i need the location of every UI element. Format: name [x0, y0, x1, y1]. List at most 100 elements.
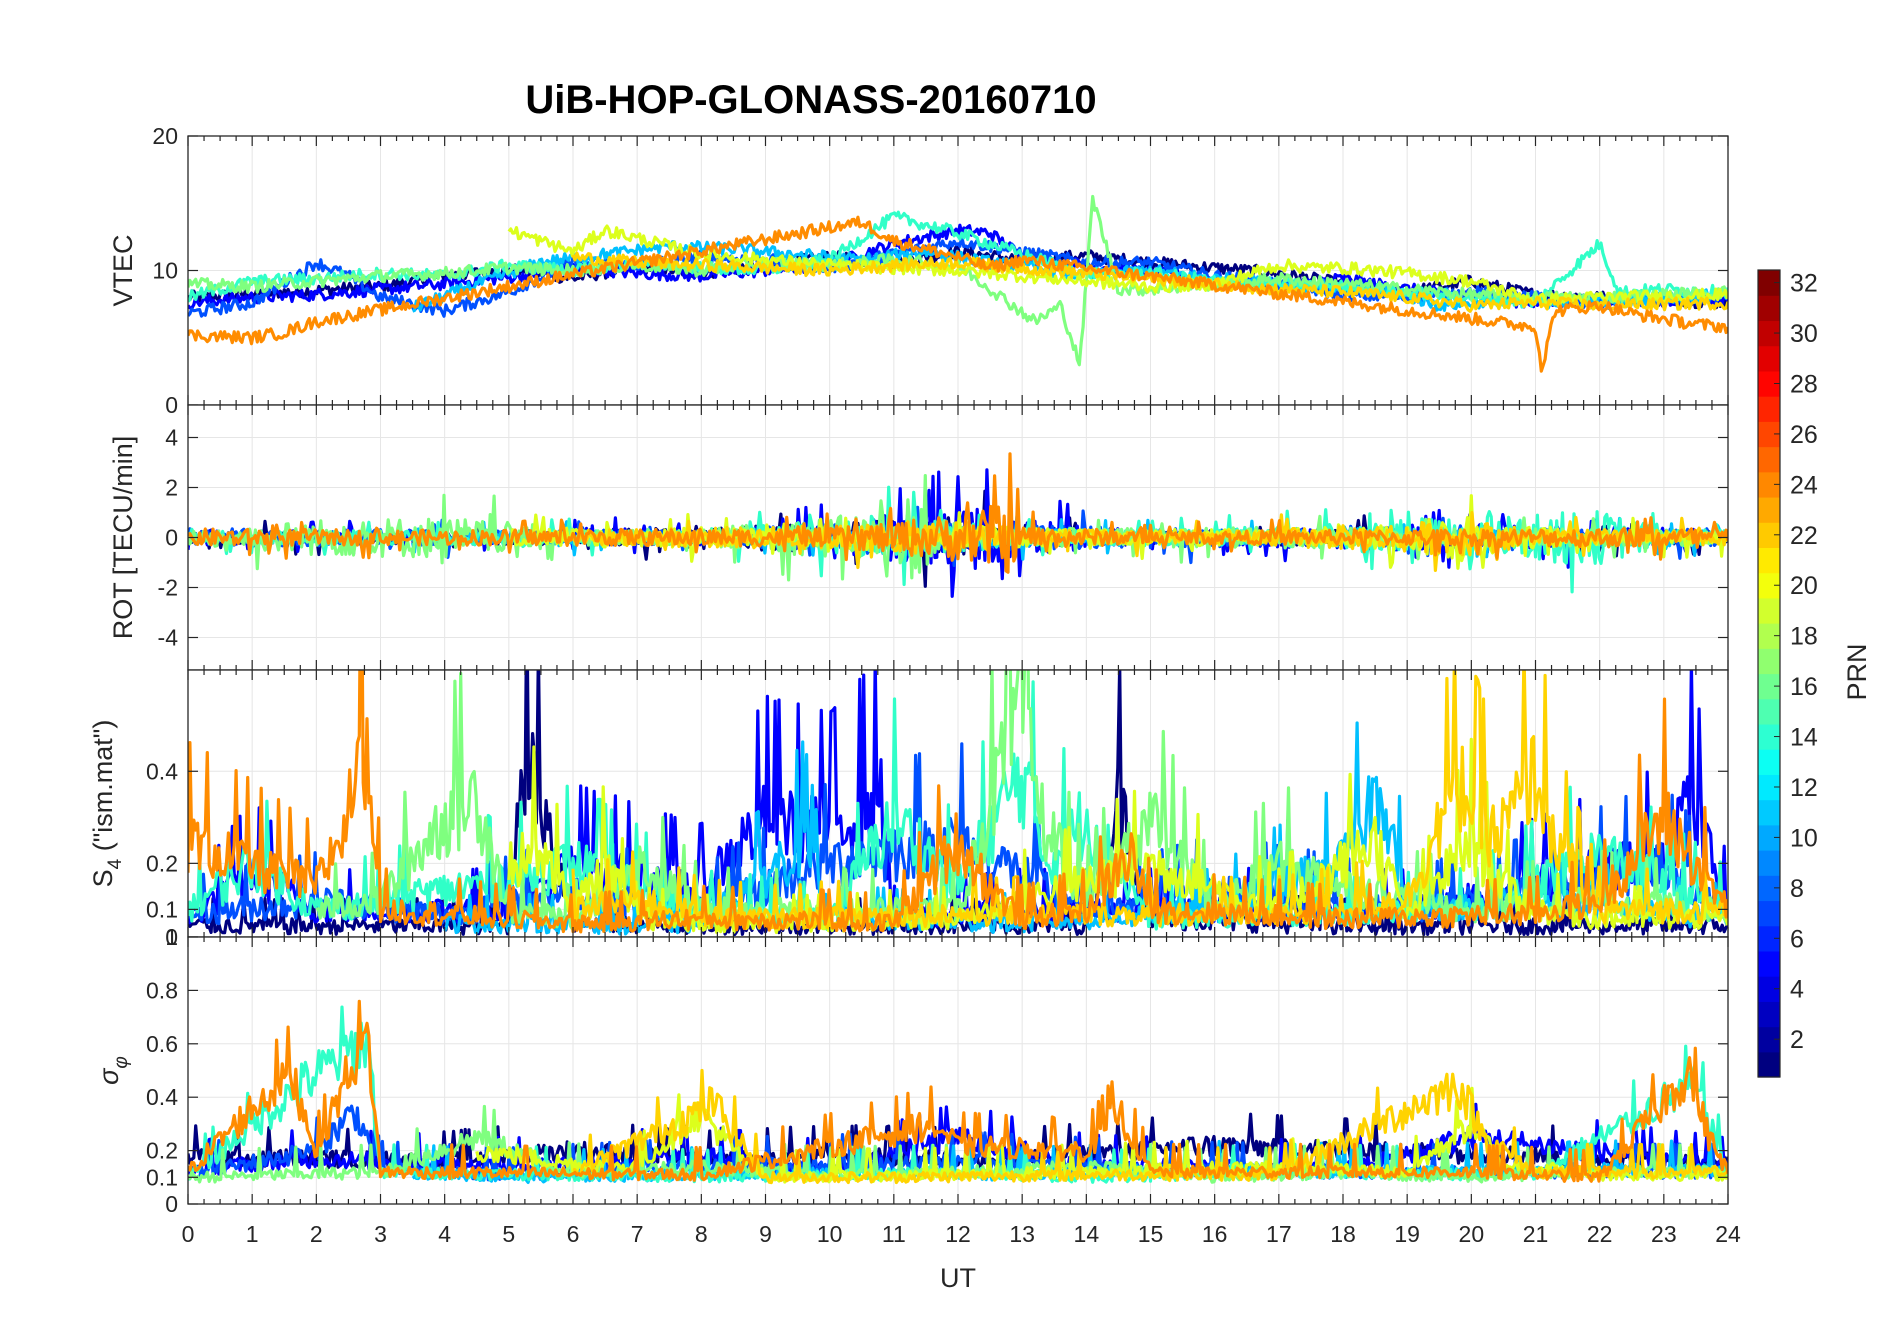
colorbar-tick-label: 28: [1790, 370, 1818, 398]
x-tick-label: 6: [567, 1221, 580, 1247]
colorbar-swatch: [1758, 875, 1780, 902]
colorbar-swatch: [1758, 572, 1780, 599]
series-group-s4: [188, 670, 1728, 937]
x-tick-label: 19: [1394, 1221, 1420, 1247]
series-group-rot: [188, 452, 1728, 598]
x-tick-label: 12: [945, 1221, 971, 1247]
y-tick-label: 0.4: [146, 1084, 178, 1110]
x-tick-label: 13: [1009, 1221, 1035, 1247]
colorbar-swatch: [1758, 496, 1780, 523]
y-tick-label: 0.1: [146, 1164, 178, 1190]
x-tick-label: 18: [1330, 1221, 1356, 1247]
colorbar-label: PRN: [1842, 643, 1872, 700]
x-tick-label: 22: [1587, 1221, 1613, 1247]
x-tick-label: 7: [631, 1221, 644, 1247]
x-tick-label: 24: [1715, 1221, 1741, 1247]
colorbar-swatch: [1758, 421, 1780, 448]
colorbar-swatch: [1758, 1026, 1780, 1053]
colorbar-swatch: [1758, 345, 1780, 372]
colorbar-swatch: [1758, 648, 1780, 675]
y-tick-label: 0.2: [146, 850, 178, 876]
colorbar-swatch: [1758, 850, 1780, 876]
x-tick-label: 17: [1266, 1221, 1292, 1247]
colorbar-swatch: [1758, 774, 1780, 801]
colorbar-swatch: [1758, 320, 1780, 347]
colorbar-swatch: [1758, 295, 1780, 322]
colorbar-swatch: [1758, 547, 1780, 574]
series-prn-23-s4: [188, 670, 1728, 934]
series-prn-16-vtec: [188, 194, 1728, 367]
x-tick-label: 0: [182, 1221, 195, 1247]
series-prn-23-vtec: [188, 215, 1728, 373]
colorbar-tick-label: 22: [1790, 522, 1818, 550]
y-tick-label: 10: [152, 258, 178, 284]
colorbar-tick-label: 16: [1790, 673, 1818, 701]
panel-rot: -4 -2 0 2 4 ROT [TECU/min]: [108, 404, 1729, 671]
series-prn-1-sigma: [188, 1112, 1728, 1173]
colorbar-tick-label: 10: [1790, 824, 1818, 852]
panel-s4: 00.1 0.2 0.4 S4 ("ism.mat"): [88, 669, 1729, 950]
y-axis-label-vtec: VTEC: [108, 234, 138, 306]
colorbar-swatch: [1758, 370, 1780, 397]
colorbar-swatch: [1758, 976, 1780, 1002]
panel-vtec: 0 10 20 VTEC: [108, 123, 1729, 418]
colorbar-swatch: [1758, 900, 1780, 927]
colorbar-swatch: [1758, 396, 1780, 422]
series-prn-23-rot: [188, 452, 1728, 574]
colorbar-tick-label: 8: [1790, 875, 1804, 903]
x-tick-label: 21: [1523, 1221, 1549, 1247]
x-tick-label: 16: [1202, 1221, 1228, 1247]
colorbar-swatch: [1758, 950, 1780, 977]
colorbar-tick-label: 14: [1790, 724, 1818, 752]
x-tick-label: 15: [1138, 1221, 1164, 1247]
x-tick-label: 20: [1459, 1221, 1485, 1247]
y-tick-label: 0: [165, 525, 178, 551]
y-tick-label: -4: [158, 625, 179, 651]
series-group-sigma: [188, 999, 1728, 1185]
colorbar-tick-label: 2: [1790, 1026, 1804, 1054]
colorbar-swatch: [1758, 522, 1780, 549]
y-tick-label: 0.6: [146, 1031, 178, 1057]
x-tick-label: 11: [882, 1221, 906, 1247]
colorbar-frame: [1757, 269, 1781, 1078]
y-tick-label: 0: [165, 924, 178, 950]
x-tick-label: 3: [374, 1221, 387, 1247]
colorbar-swatch: [1758, 597, 1780, 624]
y-tick-label: 1: [165, 924, 178, 950]
y-tick-label: 0.4: [146, 758, 178, 784]
colorbar-tick-label: 30: [1790, 320, 1818, 348]
colorbar-swatch: [1758, 749, 1780, 775]
colorbar-tick-label: 4: [1790, 976, 1804, 1004]
y-tick-label: 0: [165, 1191, 178, 1217]
colorbar-tick-label: 6: [1790, 925, 1804, 953]
series-group-vtec: [188, 194, 1728, 373]
y-tick-label: 0.8: [146, 977, 178, 1003]
colorbar-swatch: [1758, 925, 1780, 952]
x-tick-label: 1: [246, 1221, 259, 1247]
colorbar-swatch: [1758, 673, 1780, 700]
y-tick-label: -2: [158, 575, 178, 601]
colorbar-swatch: [1758, 723, 1780, 750]
x-tick-label: 4: [438, 1221, 451, 1247]
x-axis-label: UT: [940, 1263, 976, 1293]
colorbar-swatch: [1758, 698, 1780, 725]
x-tick-label: 9: [759, 1221, 772, 1247]
x-tick-label: 5: [502, 1221, 515, 1247]
colorbar-tick-label: 18: [1790, 623, 1818, 651]
colorbar-swatch: [1758, 623, 1780, 649]
colorbar-swatch: [1758, 471, 1780, 498]
y-tick-label: 0.2: [146, 1138, 178, 1164]
series-prn-4-sigma: [188, 1102, 1728, 1177]
y-tick-label: 20: [152, 123, 178, 149]
colorbar-swatch: [1758, 446, 1780, 473]
y-tick-label: 0.1: [146, 896, 178, 922]
x-tick-label: 8: [695, 1221, 708, 1247]
x-tick-label: 23: [1651, 1221, 1677, 1247]
colorbar-swatch: [1758, 824, 1780, 851]
colorbar-swatch: [1758, 1001, 1780, 1028]
colorbar-swatch: [1758, 270, 1780, 296]
